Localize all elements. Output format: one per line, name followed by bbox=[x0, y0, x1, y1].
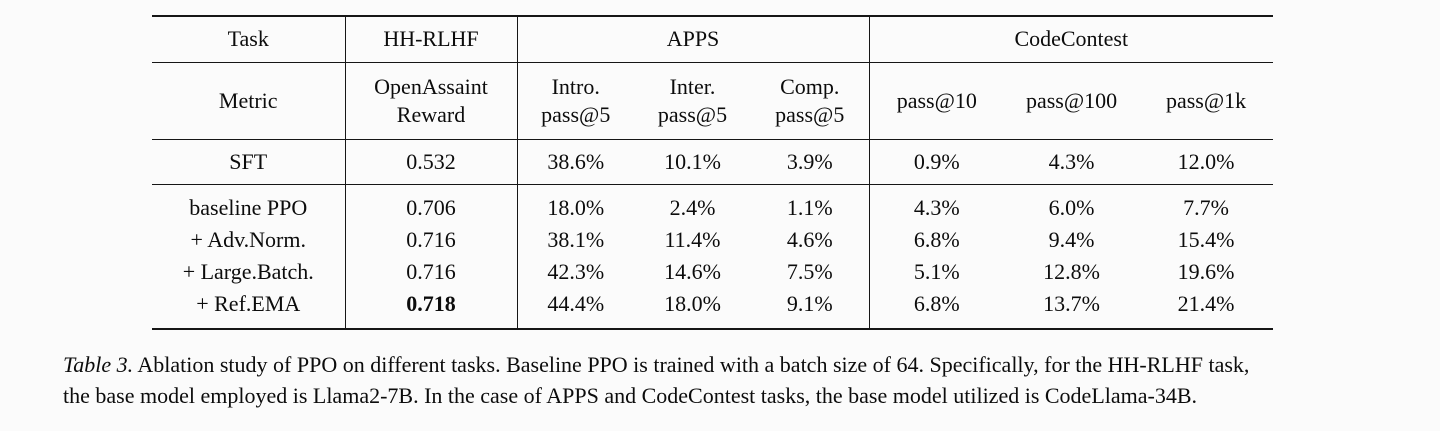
row-label: baseline PPO bbox=[152, 184, 346, 224]
table-row-sft: SFT 0.532 38.6% 10.1% 3.9% 0.9% 4.3% 12.… bbox=[152, 139, 1274, 185]
table-cell: 12.0% bbox=[1139, 139, 1274, 185]
table-header-metrics-row: Metric OpenAssaint Reward Intro. pass@5 In… bbox=[152, 62, 1274, 140]
table-cell-best-reward: 0.718 bbox=[345, 288, 518, 329]
header-line: Inter. bbox=[669, 73, 716, 99]
table-cell: 6.0% bbox=[1048, 194, 1095, 220]
table-cell: 0.532 bbox=[345, 139, 518, 185]
table-cell: 18.0% bbox=[664, 290, 721, 316]
table-cell: 38.1% bbox=[547, 226, 605, 252]
table-row-baseline-ppo: baseline PPO 0.706 18.0% 2.4% 1.1% 4.3% … bbox=[152, 184, 1273, 224]
header-line: Reward bbox=[396, 102, 466, 127]
column-group-hh-rlhf: HH-RLHF bbox=[345, 16, 518, 63]
table-cell: 0.9% bbox=[869, 139, 1005, 185]
row-label: SFT bbox=[152, 139, 346, 185]
row-label: + Large.Batch. bbox=[152, 256, 346, 288]
table-cell: 15.4% bbox=[1177, 226, 1235, 252]
header-line: pass@5 bbox=[775, 102, 845, 127]
column-header-metric: Metric bbox=[152, 62, 346, 140]
table-row-large-batch: + Large.Batch. 0.716 42.3% 14.6% 7.5% 5.… bbox=[152, 256, 1273, 288]
header-line: pass@5 bbox=[657, 102, 728, 127]
table-cell: 12.8% bbox=[1043, 258, 1100, 284]
table-cell: 9.4% bbox=[1048, 226, 1095, 252]
column-header-comp-pass5: Comp. pass@5 bbox=[751, 62, 870, 140]
ablation-results-table: Task HH-RLHF APPS CodeContest Metric Ope… bbox=[152, 15, 1274, 330]
table-cell: 11.4% bbox=[664, 226, 721, 252]
column-group-apps: APPS bbox=[517, 16, 870, 63]
column-header-task: Task bbox=[152, 16, 346, 63]
table-caption: Table 3. Ablation study of PPO on differ… bbox=[63, 349, 1393, 411]
column-header-openassaint-reward: OpenAssaint Reward bbox=[345, 62, 518, 140]
table-cell: 6.8% bbox=[913, 290, 960, 316]
table-cell: 4.3% bbox=[1004, 139, 1140, 185]
table-cell: 1.1% bbox=[751, 184, 870, 224]
table-cell: 9.1% bbox=[751, 288, 870, 329]
row-label: + Adv.Norm. bbox=[152, 224, 346, 256]
table-caption-line2: the base model employed is Llama2-7B. In… bbox=[63, 383, 1198, 408]
row-label: + Ref.EMA bbox=[152, 288, 346, 329]
header-line: Comp. bbox=[780, 73, 840, 99]
table-cell: 42.3% bbox=[547, 258, 605, 284]
table-row-adv-norm: + Adv.Norm. 0.716 38.1% 11.4% 4.6% 6.8% … bbox=[152, 224, 1273, 256]
table-cell: 38.6% bbox=[517, 139, 634, 185]
table-cell: 7.5% bbox=[751, 256, 870, 288]
table-cell: 4.3% bbox=[913, 194, 960, 220]
column-header-intro-pass5: Intro. pass@5 bbox=[517, 62, 634, 140]
table-cell: 13.7% bbox=[1043, 290, 1100, 316]
table-cell: 3.9% bbox=[751, 139, 870, 185]
table-caption-line1: Ablation study of PPO on different tasks… bbox=[133, 352, 1250, 377]
table-cell: 14.6% bbox=[664, 258, 721, 284]
column-header-inter-pass5: Inter. pass@5 bbox=[634, 62, 751, 140]
table-cell: 0.706 bbox=[345, 184, 518, 224]
table-caption-label: Table 3. bbox=[63, 352, 134, 377]
table-cell: 2.4% bbox=[669, 194, 716, 220]
header-line: Intro. bbox=[551, 73, 600, 99]
column-header-pass100: pass@100 bbox=[1004, 62, 1140, 140]
table-cell: 0.716 bbox=[345, 256, 518, 288]
column-group-codecontest: CodeContest bbox=[869, 16, 1274, 63]
table-cell: 5.1% bbox=[913, 258, 960, 284]
column-header-pass1k: pass@1k bbox=[1139, 62, 1274, 140]
table-cell: 7.7% bbox=[1183, 194, 1229, 220]
table-cell: 4.6% bbox=[751, 224, 870, 256]
table-cell: 0.716 bbox=[345, 224, 518, 256]
table-row-ref-ema: + Ref.EMA 0.718 44.4% 18.0% 9.1% 6.8% 13… bbox=[152, 288, 1273, 329]
column-header-pass10: pass@10 bbox=[869, 62, 1005, 140]
table-cell: 10.1% bbox=[634, 139, 751, 185]
header-line: OpenAssaint bbox=[374, 73, 488, 99]
table-cell: 44.4% bbox=[547, 290, 605, 316]
table-cell: 21.4% bbox=[1177, 290, 1235, 316]
table-cell: 19.6% bbox=[1177, 258, 1235, 284]
table-header-groups-row: Task HH-RLHF APPS CodeContest bbox=[152, 16, 1274, 63]
header-line: pass@5 bbox=[541, 102, 611, 127]
results-table-container: Task HH-RLHF APPS CodeContest Metric Ope… bbox=[152, 15, 1274, 330]
table-cell: 18.0% bbox=[547, 194, 605, 220]
table-cell: 6.8% bbox=[913, 226, 960, 252]
